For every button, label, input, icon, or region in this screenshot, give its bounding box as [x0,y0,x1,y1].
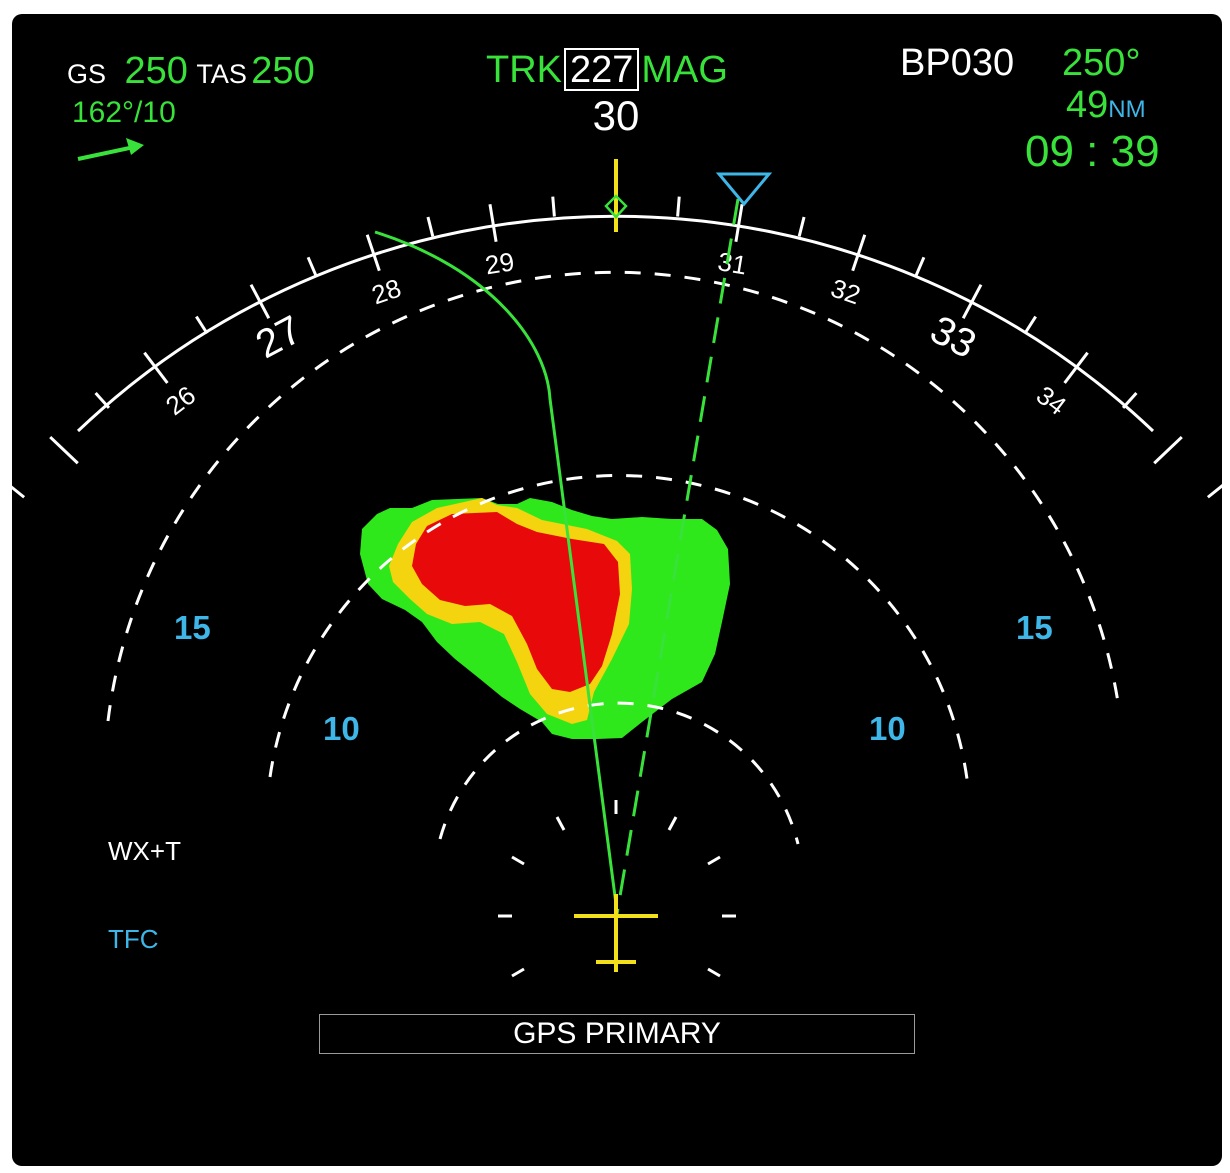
compass-tick [1023,315,1037,335]
wx-mode-label[interactable]: WX+T [108,836,181,866]
compass-tick [676,196,681,217]
range-ring-10 [268,474,969,780]
track-diamond-icon [604,194,628,219]
tas-value: 250 [251,50,315,92]
gs-label: GS [67,59,107,89]
compass-tick [306,256,318,277]
compass-arc [76,214,1155,433]
compass-label-28: 28 [368,273,405,311]
trk-label: TRK [486,49,562,91]
tas-label: TAS [196,59,247,89]
track-header: TRK 227 MAG [486,48,728,91]
range-ring-5 [438,701,800,845]
compass-tick [1153,435,1183,465]
compass-label-32: 32 [827,273,864,311]
compass-tick [249,283,271,319]
range-label-10-right: 10 [869,710,906,747]
distance-unit: NM [1108,96,1146,123]
compass-tick [488,204,498,242]
navigation-display: GS 250 TAS 250 162°/10 TRK 227 MAG BP030 2… [12,14,1222,1166]
compass-label-30: 30 [593,92,640,139]
compass-label-33: 33 [923,307,983,367]
compass-tick [734,204,744,242]
mag-label: MAG [641,49,728,91]
track-value-box: 227 [564,48,640,91]
compass-label-27: 27 [249,307,309,367]
weather-cell [360,498,730,739]
flight-plan-route [374,230,618,905]
range-label-15-right: 15 [1016,609,1053,646]
heading-bug-icon [715,172,773,207]
compass-label-34: 34 [1031,380,1072,421]
heading-dashed-line [615,198,740,915]
compass-tick [143,351,169,384]
tfc-mode-label[interactable]: TFC [108,924,159,954]
compass-tick [94,391,111,409]
range-ring-15 [106,270,1121,722]
compass-label-31: 31 [716,246,749,280]
speed-readout: GS 250 TAS 250 [67,52,315,90]
map-graphics: 26 27 28 29 31 32 33 34 30 [12,92,1222,978]
wind-readout: 162°/10 [72,96,176,129]
compass-tick [365,234,381,272]
compass-tick [851,234,867,272]
aircraft-ring-ticks [498,800,736,978]
compass-tick [426,216,435,237]
compass-tick [551,196,556,217]
compass-tick [961,283,983,319]
distance-value: 49 [1066,84,1109,126]
nav-source-box: GPS PRIMARY [319,1014,915,1054]
compass-ticks [12,196,1222,499]
weather-red-area [412,512,620,692]
compass-tick [797,216,806,237]
compass-label-26: 26 [160,380,201,421]
gs-value: 250 [124,50,188,92]
compass-tick [914,256,926,277]
compass-labels: 26 27 28 29 31 32 33 34 30 [160,92,1072,421]
compass-tick [12,485,26,499]
compass-tick [1121,391,1138,409]
compass-tick [49,435,79,465]
compass-label-29: 29 [483,246,516,280]
waypoint-distance: 49NM [1066,86,1146,124]
range-rings [106,270,1121,845]
compass-tick [195,315,209,335]
waypoint-name: BP030 [900,42,1015,84]
compass-tick [1063,351,1089,384]
waypoint-eta: 09 : 39 [1025,127,1160,176]
aircraft-symbol-icon [574,894,658,972]
waypoint-bearing: 250° [1062,42,1141,84]
range-label-15-left: 15 [174,609,211,646]
range-label-10-left: 10 [323,710,360,747]
compass-tick [1206,483,1222,499]
